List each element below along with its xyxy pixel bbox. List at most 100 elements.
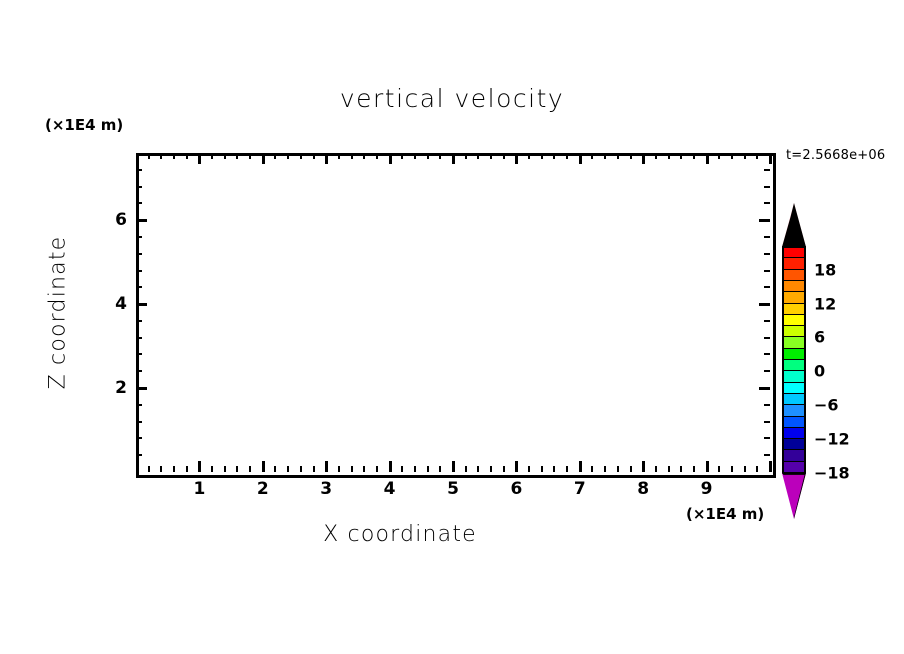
colorbar-tick-label: 0 — [814, 361, 826, 381]
y-tick-left — [136, 454, 142, 457]
x-tick-bottom — [705, 461, 709, 472]
contour-plot-area — [136, 153, 776, 478]
y-tick-left — [136, 286, 142, 289]
x-tick-top — [325, 153, 329, 164]
x-tick-label: 8 — [637, 479, 650, 499]
y-tick-right — [764, 370, 770, 373]
y-tick-right — [764, 286, 770, 289]
x-tick-bottom — [350, 466, 353, 472]
y-tick-left — [136, 336, 142, 339]
x-tick-bottom — [375, 466, 378, 472]
x-tick-bottom — [477, 466, 480, 472]
x-tick-top — [350, 153, 353, 159]
page-title: vertical velocity — [339, 84, 565, 113]
y-tick-label: 4 — [115, 294, 127, 315]
colorbar-band — [782, 461, 806, 473]
x-tick-bottom — [363, 466, 366, 472]
x-tick-bottom — [566, 466, 569, 472]
x-tick-top — [477, 153, 480, 159]
colorbar-tick-label: −12 — [814, 429, 850, 449]
colorbar-band-separator — [782, 246, 806, 248]
x-tick-top — [173, 153, 176, 159]
x-tick-label: 6 — [510, 479, 523, 499]
x-tick-bottom — [515, 461, 519, 472]
x-tick-top — [654, 153, 657, 159]
colorbar-band — [782, 326, 806, 338]
colorbar-band — [782, 427, 806, 440]
y-tick-left — [136, 370, 142, 373]
x-tick-label: 2 — [256, 479, 269, 499]
x-tick-label: 7 — [573, 479, 586, 499]
x-tick-top — [375, 153, 378, 159]
colorbar-tick-label: −6 — [814, 395, 839, 415]
colorbar-band — [782, 280, 806, 293]
x-tick-bottom — [439, 466, 442, 472]
y-tick-right — [764, 168, 770, 171]
y-tick-left — [136, 219, 147, 223]
colorbar-band — [782, 393, 806, 406]
x-tick-top — [439, 153, 442, 159]
x-tick-top — [401, 153, 404, 159]
x-tick-top — [692, 153, 695, 159]
colorbar-band — [782, 360, 806, 372]
colorbar-band — [782, 450, 806, 462]
x-tick-bottom — [223, 466, 226, 472]
x-tick-bottom — [654, 466, 657, 472]
y-tick-right — [764, 269, 770, 272]
x-tick-bottom — [667, 466, 670, 472]
colorbar-band — [782, 292, 806, 304]
x-tick-bottom — [211, 466, 214, 472]
x-tick-bottom — [553, 466, 556, 472]
x-tick-bottom — [160, 466, 163, 472]
x-tick-bottom — [743, 466, 746, 472]
x-tick-top — [680, 153, 683, 159]
y-tick-left — [136, 252, 142, 255]
x-tick-bottom — [692, 466, 695, 472]
x-tick-top — [629, 153, 632, 159]
x-axis-title: X coordinate — [323, 522, 477, 547]
colorbar-tick-label: 6 — [814, 327, 826, 347]
x-tick-top — [718, 153, 721, 159]
y-tick-right — [759, 303, 770, 307]
colorbar-band — [782, 258, 806, 270]
x-tick-top — [642, 153, 646, 164]
vertical-velocity-field — [139, 156, 773, 475]
x-tick-top — [452, 153, 455, 164]
x-tick-label: 5 — [447, 479, 459, 499]
x-tick-bottom — [287, 466, 290, 472]
x-tick-bottom — [769, 461, 772, 472]
x-tick-bottom — [249, 466, 252, 472]
y-tick-left — [136, 437, 142, 440]
x-tick-bottom — [401, 466, 404, 472]
x-tick-bottom — [426, 466, 429, 472]
colorbar-band — [782, 314, 806, 327]
x-tick-label: 9 — [700, 479, 713, 499]
y-tick-right — [764, 185, 770, 188]
y-tick-left — [136, 353, 142, 356]
y-tick-right — [764, 202, 770, 205]
y-tick-right — [764, 235, 770, 238]
x-tick-bottom — [173, 466, 176, 472]
x-tick-bottom — [604, 466, 607, 472]
y-tick-label: 2 — [115, 378, 127, 399]
x-tick-top — [743, 153, 746, 159]
x-tick-bottom — [312, 466, 315, 472]
x-tick-label: 3 — [320, 479, 333, 499]
x-tick-top — [490, 153, 493, 159]
x-tick-top — [236, 153, 239, 159]
colorbar-band — [782, 303, 806, 315]
x-tick-top — [705, 153, 709, 164]
colorbar-tick-label: 18 — [814, 260, 837, 280]
y-tick-right — [764, 336, 770, 339]
x-tick-bottom — [680, 466, 683, 472]
x-tick-bottom — [452, 461, 455, 472]
x-tick-bottom — [299, 466, 302, 472]
x-tick-top — [198, 153, 202, 164]
x-tick-top — [223, 153, 226, 159]
x-tick-top — [185, 153, 188, 159]
x-tick-label: 1 — [193, 479, 206, 499]
y-tick-label: 6 — [115, 210, 127, 231]
x-tick-bottom — [591, 466, 594, 472]
x-tick-top — [299, 153, 302, 159]
y-tick-left — [136, 420, 142, 423]
